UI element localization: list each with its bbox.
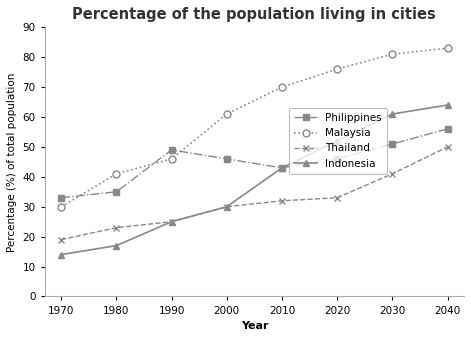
Thailand	[169, 220, 174, 224]
X-axis label: Year: Year	[241, 321, 268, 331]
Philippines	[390, 142, 395, 146]
Indonesia	[114, 244, 119, 248]
Thailand	[390, 172, 395, 176]
Malaysia	[390, 52, 395, 56]
Philippines	[445, 127, 450, 131]
Malaysia	[334, 67, 340, 71]
Thailand	[58, 238, 64, 242]
Indonesia	[334, 139, 340, 143]
Malaysia	[279, 85, 285, 89]
Malaysia	[169, 157, 174, 161]
Line: Thailand: Thailand	[58, 143, 451, 243]
Title: Percentage of the population living in cities: Percentage of the population living in c…	[73, 7, 436, 22]
Malaysia	[58, 205, 64, 209]
Philippines	[114, 190, 119, 194]
Line: Philippines: Philippines	[58, 126, 451, 201]
Thailand	[279, 199, 285, 203]
Philippines	[279, 166, 285, 170]
Thailand	[224, 205, 229, 209]
Malaysia	[114, 172, 119, 176]
Indonesia	[445, 103, 450, 107]
Philippines	[334, 157, 340, 161]
Malaysia	[445, 46, 450, 50]
Line: Malaysia: Malaysia	[58, 45, 451, 210]
Indonesia	[169, 220, 174, 224]
Line: Indonesia: Indonesia	[58, 102, 451, 258]
Philippines	[224, 157, 229, 161]
Indonesia	[58, 252, 64, 257]
Philippines	[169, 148, 174, 152]
Legend: Philippines, Malaysia, Thailand, Indonesia: Philippines, Malaysia, Thailand, Indones…	[289, 108, 387, 174]
Indonesia	[279, 166, 285, 170]
Indonesia	[224, 205, 229, 209]
Y-axis label: Percentage (%) of total population: Percentage (%) of total population	[7, 72, 17, 251]
Thailand	[334, 196, 340, 200]
Thailand	[114, 226, 119, 230]
Thailand	[445, 145, 450, 149]
Philippines	[58, 196, 64, 200]
Indonesia	[390, 112, 395, 116]
Malaysia	[224, 112, 229, 116]
